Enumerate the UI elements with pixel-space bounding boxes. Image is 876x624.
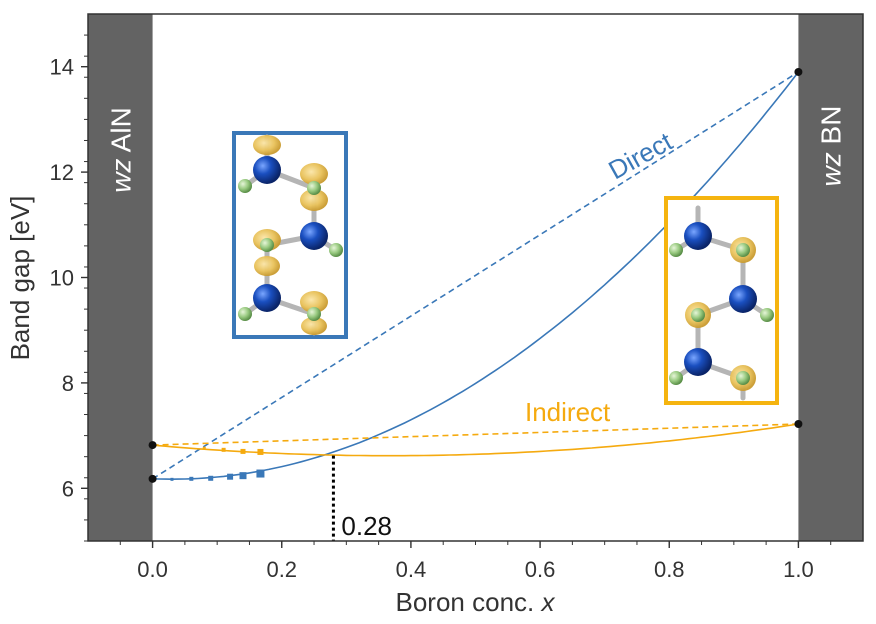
x-tick-label: 0.6 bbox=[525, 557, 556, 582]
wz-aln-region bbox=[88, 14, 153, 541]
x-tick-label: 0.0 bbox=[137, 557, 168, 582]
crossover-label: 0.28 bbox=[341, 511, 392, 541]
wz-aln-label: wz AlN bbox=[105, 107, 136, 193]
y-tick-label: 12 bbox=[50, 160, 74, 185]
direct-computed-point bbox=[239, 472, 247, 480]
indirect-endpoint bbox=[148, 441, 157, 450]
wz-bn-label: wz BN bbox=[816, 106, 847, 187]
y-tick-label: 14 bbox=[50, 55, 74, 80]
y-tick-label: 6 bbox=[62, 476, 74, 501]
direct-computed-point bbox=[227, 473, 234, 480]
direct-computed-point bbox=[170, 477, 174, 481]
direct-computed-point bbox=[256, 469, 265, 478]
indirect-computed-point bbox=[257, 448, 264, 455]
indirect-linear-dashed-line bbox=[152, 423, 799, 446]
indirect-computed-point bbox=[240, 448, 246, 454]
direct-computed-point bbox=[208, 475, 214, 481]
direct-structure-inset bbox=[232, 131, 348, 339]
x-tick-label: 0.8 bbox=[654, 557, 685, 582]
y-tick-label: 8 bbox=[62, 371, 74, 396]
indirect-endpoint bbox=[794, 420, 803, 429]
y-axis-title: Band gap [eV] bbox=[5, 196, 35, 361]
direct-series-label: Direct bbox=[603, 126, 678, 186]
indirect-computed-point bbox=[221, 447, 226, 452]
x-tick-label: 0.2 bbox=[266, 557, 297, 582]
x-axis-title: Boron conc. x bbox=[396, 587, 556, 617]
indirect-computed-point bbox=[202, 446, 206, 450]
indirect-series-label: Indirect bbox=[525, 397, 611, 427]
wz-bn-region bbox=[798, 14, 863, 541]
direct-endpoint bbox=[148, 474, 157, 483]
x-tick-label: 0.4 bbox=[396, 557, 427, 582]
direct-linear-dashed-line bbox=[152, 71, 799, 480]
x-tick-label: 1.0 bbox=[783, 557, 814, 582]
direct-endpoint bbox=[794, 67, 803, 76]
y-tick-label: 10 bbox=[50, 266, 74, 291]
indirect-bowing-fit-line bbox=[152, 423, 799, 457]
indirect-structure-inset bbox=[664, 196, 779, 405]
direct-computed-point bbox=[189, 476, 194, 481]
